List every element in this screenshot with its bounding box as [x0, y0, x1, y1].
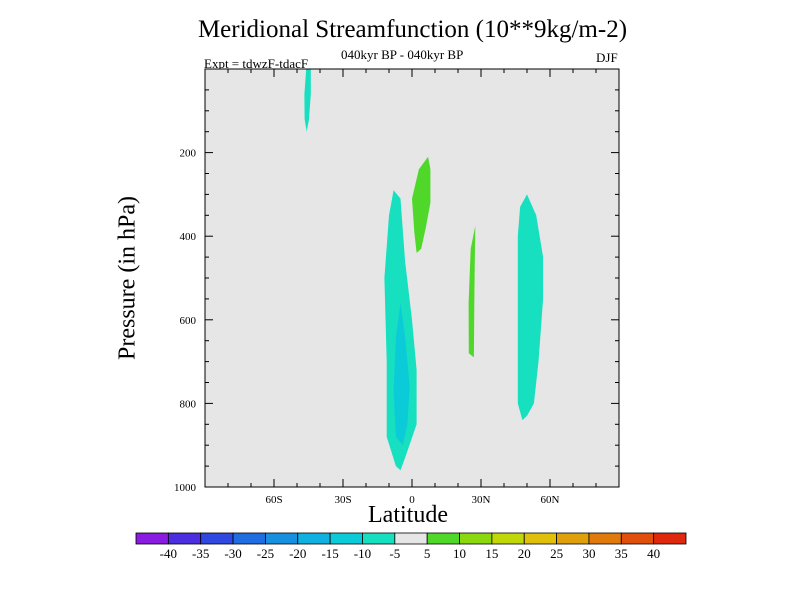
contour-equatorial-north-green — [412, 156, 431, 253]
colorbar-label: -15 — [321, 546, 338, 561]
colorbar-swatch — [362, 532, 396, 545]
experiment-label: Expt = tdwzF-tdacF — [204, 56, 309, 71]
colorbar-label: 5 — [424, 546, 431, 561]
colorbar-swatch — [265, 532, 299, 545]
colorbar-swatch — [459, 532, 493, 545]
y-axis-label: Pressure (in hPa) — [114, 196, 141, 360]
x-axis: 60S 30S 0 30N 60N — [204, 69, 620, 506]
colorbar-swatch — [232, 532, 266, 545]
colorbar-label: 40 — [647, 546, 660, 561]
colorbar-swatch — [620, 532, 655, 545]
colorbar-swatch — [329, 532, 363, 545]
chart-title: Meridional Streamfunction (10**9kg/m-2) — [197, 16, 628, 43]
contour-equatorial-south-core — [393, 303, 410, 446]
colorbar-label: -20 — [289, 546, 306, 561]
y-axis: 200 400 600 800 1000 — [174, 68, 619, 494]
colorbar-label: 15 — [485, 546, 498, 561]
colorbar-swatch — [653, 532, 687, 545]
y-tick-label: 400 — [180, 231, 197, 243]
x-tick-label: 60N — [541, 494, 560, 506]
y-tick-label: 1000 — [174, 482, 197, 494]
colorbar-swatch — [297, 532, 331, 545]
x-tick-label: 30N — [472, 494, 491, 506]
colorbar-swatch — [426, 532, 460, 545]
x-tick-label: 30S — [334, 494, 351, 506]
x-tick-label: 0 — [409, 494, 415, 506]
colorbar-swatch — [167, 532, 202, 545]
colorbar-label: -10 — [354, 546, 371, 561]
colorbar-swatch — [588, 532, 622, 545]
colorbar-label: 30 — [582, 546, 595, 561]
colorbar-swatch — [556, 532, 590, 545]
x-axis-label: Latitude — [368, 502, 448, 528]
colorbar-label: -40 — [160, 546, 177, 561]
colorbar-swatch — [394, 532, 428, 545]
chart-subtitle: 040kyr BP - 040kyr BP — [341, 47, 464, 62]
colorbar-label: 25 — [550, 546, 563, 561]
y-tick-label: 200 — [180, 148, 197, 160]
colorbar-label: -30 — [224, 546, 241, 561]
colorbar-swatch — [200, 532, 234, 545]
colorbar-label: -35 — [192, 546, 209, 561]
x-tick-label: 60S — [265, 494, 282, 506]
y-tick-label: 600 — [180, 315, 197, 327]
colorbar-label: -5 — [389, 546, 400, 561]
colorbar-label: 10 — [453, 546, 466, 561]
colorbar-label: -25 — [257, 546, 274, 561]
season-label: DJF — [596, 50, 618, 65]
contour-midlat-north-cyan — [517, 194, 544, 421]
contour-regions — [304, 69, 544, 471]
colorbar-label: 20 — [518, 546, 531, 561]
contour-subtropical-north-green — [468, 225, 476, 358]
colorbar: -40 -35 -30 -25 -20 -15 -10 -5 5 10 15 20 25 30 35 40 — [135, 532, 687, 561]
colorbar-swatch — [523, 532, 557, 545]
colorbar-swatch — [135, 532, 169, 545]
contour-high-lat-south-upper — [304, 69, 311, 132]
colorbar-swatch — [491, 532, 525, 545]
colorbar-label: 35 — [615, 546, 628, 561]
y-tick-label: 800 — [180, 398, 197, 410]
